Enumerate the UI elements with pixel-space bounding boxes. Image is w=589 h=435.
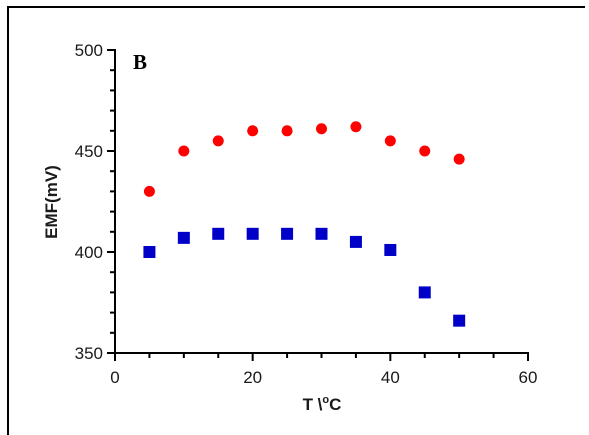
data-point-square [315, 227, 328, 240]
x-tick-label: 0 [110, 368, 119, 387]
data-point-circle [316, 123, 327, 135]
y-tick-label: 450 [75, 142, 103, 161]
data-point-circle [453, 153, 465, 165]
data-point-circle [281, 125, 293, 137]
x-tick-label: 60 [519, 368, 538, 387]
data-point-square [177, 231, 190, 244]
ticks: 350 400 450 500 0 20 40 60 [75, 41, 538, 387]
y-tick-label: 350 [75, 344, 103, 363]
x-axis-title: T \oC [303, 394, 342, 414]
x-axis-title-main: T \ [303, 395, 323, 414]
data-points [143, 121, 466, 327]
y-tick-label: 400 [75, 243, 103, 262]
frame-top-border [7, 6, 585, 8]
frame-left-border [7, 6, 9, 435]
y-axis-title: EMF(mV) [42, 165, 61, 239]
x-tick-label: 20 [243, 368, 262, 387]
data-point-square [418, 286, 431, 299]
x-axis-title-superscript: o [322, 394, 329, 406]
data-point-circle [143, 185, 155, 197]
data-point-circle [212, 135, 224, 147]
data-point-square [143, 246, 156, 258]
data-point-square [212, 227, 225, 240]
data-point-circle [350, 121, 362, 133]
data-point-circle [247, 125, 259, 137]
data-point-square [453, 314, 466, 327]
x-axis-title-suffix: C [329, 395, 341, 414]
data-point-circle [384, 135, 396, 147]
y-tick-label: 500 [75, 41, 103, 60]
data-point-square [349, 235, 362, 248]
x-tick-label: 40 [381, 368, 400, 387]
panel-label: B [133, 50, 147, 74]
data-point-circle [419, 145, 431, 157]
data-point-square [281, 227, 294, 240]
axes [114, 49, 529, 354]
data-point-circle [178, 145, 190, 157]
data-point-square [246, 227, 259, 240]
data-point-square [384, 243, 397, 256]
